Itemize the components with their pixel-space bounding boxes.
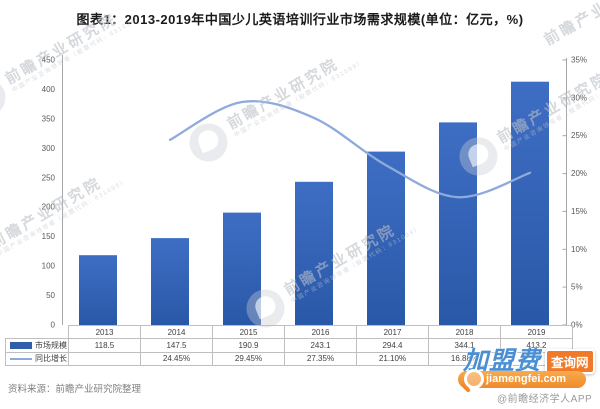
- value-cell-2016-row0: 243.1: [284, 338, 357, 353]
- left-axis-tick-400: 400: [42, 85, 56, 94]
- left-axis-tick-50: 50: [46, 291, 55, 300]
- left-axis-tick-300: 300: [42, 144, 56, 153]
- value-cell-2017-row1: 21.10%: [356, 351, 429, 367]
- right-axis-tick-35: 35%: [571, 56, 587, 65]
- value-cell-2014-row1: 24.45%: [140, 351, 213, 367]
- right-axis-tick-30: 30%: [571, 93, 587, 102]
- right-axis-tick-15: 15%: [571, 207, 587, 216]
- left-axis-tick-250: 250: [42, 173, 56, 182]
- bar-2017: [367, 151, 405, 325]
- legend-cell-market-scale: 市场规模: [5, 338, 69, 353]
- value-cell-2013-row0: 118.5: [68, 338, 141, 353]
- legend-cell-yoy-growth: 同比增长: [5, 351, 69, 367]
- left-axis-tick-200: 200: [42, 203, 56, 212]
- year-cell-2013: 2013: [68, 324, 141, 340]
- right-axis-tick-10: 10%: [571, 245, 587, 254]
- brand-domain-pill: jiamengfei.com: [458, 371, 586, 388]
- table-corner-cell: [5, 325, 69, 340]
- value-cell-2013-row1: [68, 351, 141, 367]
- value-cell-2018-row1: 16.88%: [428, 351, 501, 367]
- bar-2016: [295, 181, 333, 325]
- brand-chaxunwang-badge: 查询网: [545, 349, 595, 374]
- left-axis-tick-450: 450: [42, 56, 56, 65]
- legend-label: 同比增长: [35, 354, 67, 364]
- left-axis-tick-0: 0: [51, 321, 56, 330]
- left-axis-tick-150: 150: [42, 232, 56, 241]
- bar-legend-swatch-icon: [10, 342, 32, 350]
- year-cell-2016: 2016: [284, 324, 357, 340]
- source-note: 资料来源：前瞻产业研究院整理: [8, 384, 142, 395]
- year-cell-2017: 2017: [356, 324, 429, 340]
- bar-2013: [79, 255, 117, 325]
- right-axis-tick-25: 25%: [571, 131, 587, 140]
- year-cell-2019: 2019: [500, 324, 573, 340]
- value-cell-2017-row0: 294.4: [356, 338, 429, 353]
- bar-2018: [439, 122, 477, 326]
- right-axis-tick-0: 0%: [571, 321, 583, 330]
- left-axis-tick-100: 100: [42, 262, 56, 271]
- bar-2015: [223, 212, 261, 325]
- year-cell-2015: 2015: [212, 324, 285, 340]
- magnifier-icon: [464, 369, 484, 389]
- right-axis-tick-20: 20%: [571, 169, 587, 178]
- bar-2014: [151, 238, 189, 325]
- left-axis-tick-350: 350: [42, 114, 56, 123]
- value-cell-2016-row1: 27.35%: [284, 351, 357, 367]
- page-title: 图表1：2013-2019年中国少儿英语培训行业市场需求规模(单位：亿元，%): [76, 12, 524, 27]
- year-cell-2014: 2014: [140, 324, 213, 340]
- legend-label: 市场规模: [35, 341, 67, 351]
- brand-app-handle: @前瞻经济学人APP: [497, 394, 593, 405]
- year-cell-2018: 2018: [428, 324, 501, 340]
- value-cell-2014-row0: 147.5: [140, 338, 213, 353]
- value-cell-2015-row0: 190.9: [212, 338, 285, 353]
- growth-line: [168, 100, 532, 199]
- value-cell-2015-row1: 29.45%: [212, 351, 285, 367]
- bar-2019: [511, 81, 549, 325]
- right-axis-tick-5: 5%: [571, 283, 583, 292]
- line-legend-swatch-icon: [10, 358, 32, 361]
- data-table: 2013 2014 2015 2016 2017 2018 2019 市场规模 118.5 147…: [5, 324, 573, 367]
